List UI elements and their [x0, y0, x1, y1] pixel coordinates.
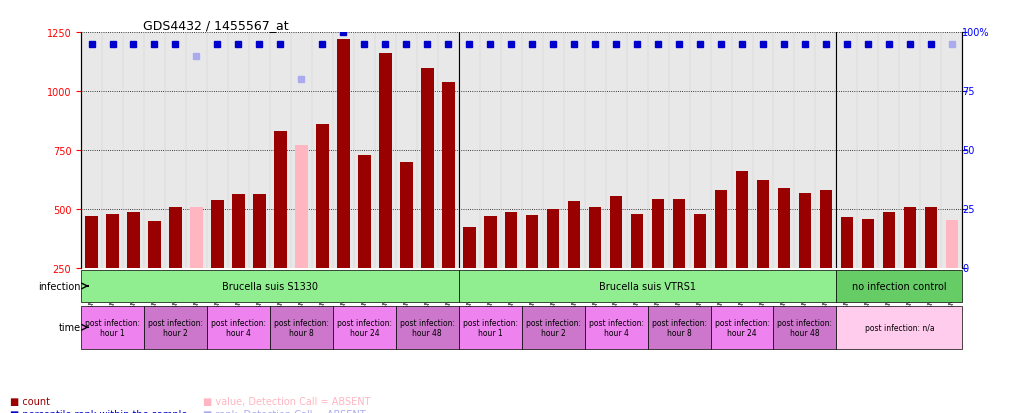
Bar [484, 217, 496, 268]
Bar [841, 218, 853, 268]
Bar [316, 125, 328, 268]
Text: post infection:
hour 48: post infection: hour 48 [777, 318, 833, 337]
Bar [190, 207, 203, 268]
FancyBboxPatch shape [837, 271, 962, 302]
FancyBboxPatch shape [396, 306, 459, 349]
Text: Brucella suis VTRS1: Brucella suis VTRS1 [599, 281, 696, 291]
Text: post infection:
hour 2: post infection: hour 2 [148, 318, 203, 337]
Bar [820, 191, 833, 268]
Bar [442, 83, 455, 268]
Bar [400, 163, 412, 268]
Bar [232, 195, 245, 268]
Bar [504, 212, 518, 268]
Bar [925, 207, 937, 268]
Text: post infection:
hour 8: post infection: hour 8 [274, 318, 329, 337]
Bar [862, 219, 874, 268]
Bar [778, 188, 790, 268]
Bar [337, 40, 349, 268]
Bar [295, 146, 308, 268]
Bar [106, 214, 119, 268]
Bar [85, 217, 98, 268]
Bar [904, 207, 916, 268]
Text: post infection:
hour 2: post infection: hour 2 [526, 318, 580, 337]
Bar [610, 197, 622, 268]
Bar [589, 207, 602, 268]
Text: infection: infection [38, 281, 81, 291]
Text: 25: 25 [962, 205, 975, 215]
Text: ■ percentile rank within the sample: ■ percentile rank within the sample [10, 409, 187, 413]
Text: post infection: n/a: post infection: n/a [864, 323, 934, 332]
Bar [463, 228, 475, 268]
FancyBboxPatch shape [459, 306, 522, 349]
Text: ■ value, Detection Call = ABSENT: ■ value, Detection Call = ABSENT [203, 396, 370, 406]
Bar [882, 212, 895, 268]
Bar [148, 221, 161, 268]
Bar [547, 210, 559, 268]
Bar [275, 132, 287, 268]
Text: post infection:
hour 4: post infection: hour 4 [211, 318, 266, 337]
Bar [673, 199, 686, 268]
Text: GDS4432 / 1455567_at: GDS4432 / 1455567_at [143, 19, 289, 32]
Text: time: time [59, 323, 81, 332]
Bar [211, 200, 224, 268]
Bar [379, 54, 392, 268]
Bar [735, 172, 749, 268]
Bar [945, 220, 958, 268]
FancyBboxPatch shape [710, 306, 774, 349]
Text: 0: 0 [962, 263, 968, 273]
Text: post infection:
hour 48: post infection: hour 48 [400, 318, 455, 337]
Bar [169, 207, 181, 268]
Text: 75: 75 [962, 87, 975, 97]
Bar [253, 195, 265, 268]
FancyBboxPatch shape [522, 306, 585, 349]
Text: 50: 50 [962, 146, 975, 156]
Bar [715, 191, 727, 268]
Bar [798, 193, 811, 268]
Text: Brucella suis S1330: Brucella suis S1330 [222, 281, 318, 291]
FancyBboxPatch shape [585, 306, 647, 349]
FancyBboxPatch shape [647, 306, 710, 349]
Text: post infection:
hour 8: post infection: hour 8 [651, 318, 707, 337]
Text: post infection:
hour 1: post infection: hour 1 [85, 318, 140, 337]
Bar [651, 199, 665, 268]
Text: 100%: 100% [962, 28, 990, 38]
Text: post infection:
hour 24: post infection: hour 24 [714, 318, 770, 337]
Bar [358, 156, 371, 268]
FancyBboxPatch shape [81, 306, 144, 349]
FancyBboxPatch shape [333, 306, 396, 349]
Bar [526, 216, 539, 268]
Text: no infection control: no infection control [852, 281, 947, 291]
Text: post infection:
hour 4: post infection: hour 4 [589, 318, 643, 337]
FancyBboxPatch shape [459, 271, 837, 302]
FancyBboxPatch shape [269, 306, 333, 349]
Text: ■ rank, Detection Call = ABSENT: ■ rank, Detection Call = ABSENT [203, 409, 366, 413]
Text: post infection:
hour 24: post infection: hour 24 [336, 318, 392, 337]
Text: post infection:
hour 1: post infection: hour 1 [463, 318, 518, 337]
Bar [128, 212, 140, 268]
FancyBboxPatch shape [144, 306, 207, 349]
Bar [568, 202, 580, 268]
FancyBboxPatch shape [774, 306, 837, 349]
Text: ■ count: ■ count [10, 396, 50, 406]
FancyBboxPatch shape [81, 271, 459, 302]
Bar [757, 180, 769, 268]
FancyBboxPatch shape [837, 306, 962, 349]
FancyBboxPatch shape [207, 306, 269, 349]
Bar [694, 214, 706, 268]
Bar [421, 69, 434, 268]
Bar [631, 214, 643, 268]
